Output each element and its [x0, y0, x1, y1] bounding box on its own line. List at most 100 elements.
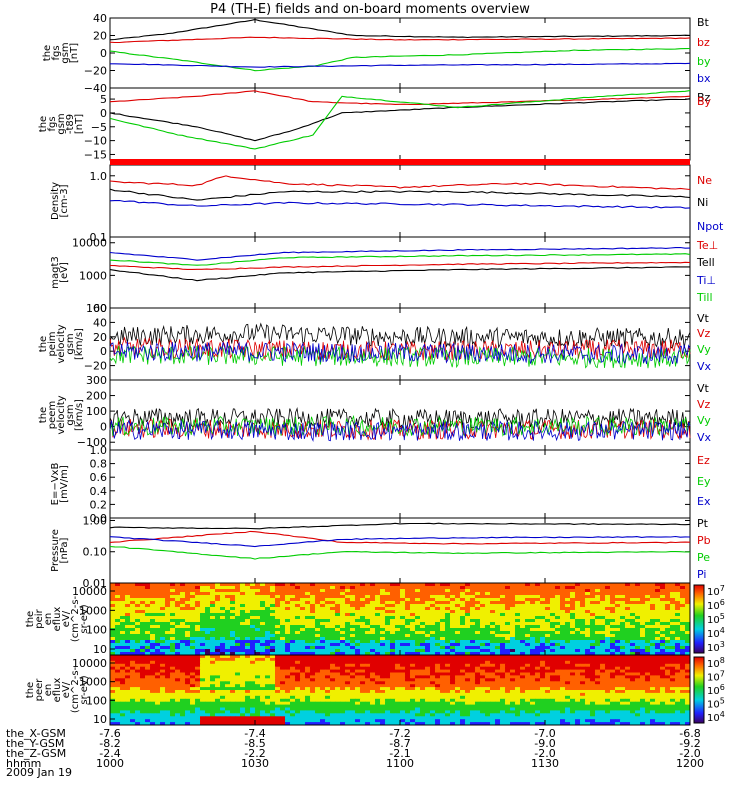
- y-axis-label: the: [38, 336, 49, 352]
- heatmap-cell: [410, 692, 416, 697]
- heatmap-cell: [355, 586, 361, 590]
- heatmap-cell: [480, 684, 486, 688]
- heatmap-cell: [420, 622, 426, 626]
- heatmap-cell: [180, 604, 186, 608]
- heatmap-cell: [545, 681, 551, 685]
- heatmap-cell: [585, 601, 591, 605]
- heatmap-cell: [285, 681, 291, 685]
- heatmap-cell: [685, 622, 691, 626]
- heatmap-cell: [190, 649, 196, 653]
- heatmap-cell: [480, 613, 486, 617]
- heatmap-cell: [510, 657, 516, 662]
- heatmap-cell: [135, 613, 141, 617]
- heatmap-cell: [140, 583, 146, 587]
- heatmap-cell: [375, 634, 381, 638]
- heatmap-cell: [400, 695, 406, 700]
- heatmap-cell: [575, 663, 581, 668]
- heatmap-cell: [440, 583, 446, 587]
- heatmap-cell: [190, 583, 196, 587]
- heatmap-cell: [650, 663, 656, 668]
- heatmap-cell: [675, 631, 681, 635]
- heatmap-cell: [360, 681, 366, 685]
- heatmap-cell: [465, 610, 471, 614]
- heatmap-cell: [550, 598, 556, 602]
- heatmap-cell: [430, 678, 436, 682]
- heatmap-cell: [310, 640, 316, 644]
- heatmap-cell: [415, 607, 421, 611]
- heatmap-cell: [410, 607, 416, 611]
- heatmap-cell: [445, 589, 451, 593]
- heatmap-cell: [555, 601, 561, 605]
- heatmap-cell: [315, 672, 321, 676]
- heatmap-cell: [140, 628, 146, 632]
- heatmap-cell: [235, 598, 241, 602]
- heatmap-cell: [205, 598, 211, 602]
- heatmap-cell: [530, 655, 536, 659]
- heatmap-cell: [435, 640, 441, 644]
- heatmap-cell: [680, 669, 686, 673]
- heatmap-cell: [420, 604, 426, 608]
- heatmap-cell: [645, 692, 651, 697]
- heatmap-cell: [325, 655, 331, 659]
- heatmap-cell: [410, 604, 416, 608]
- heatmap-cell: [180, 660, 186, 665]
- heatmap-cell: [615, 669, 621, 673]
- heatmap-cell: [270, 663, 276, 668]
- heatmap-cell: [230, 640, 236, 644]
- heatmap-cell: [310, 625, 316, 629]
- heatmap-cell: [325, 672, 331, 676]
- heatmap-cell: [345, 607, 351, 611]
- heatmap-cell: [685, 695, 691, 700]
- heatmap-cell: [585, 616, 591, 620]
- legend-ez: Ez: [697, 454, 710, 467]
- heatmap-cell: [215, 675, 221, 679]
- heatmap-cell: [340, 613, 346, 617]
- heatmap-cell: [185, 619, 191, 623]
- heatmap-cell: [420, 610, 426, 614]
- heatmap-cell: [195, 643, 201, 647]
- heatmap-cell: [440, 586, 446, 590]
- heatmap-cell: [660, 692, 666, 697]
- heatmap-cell: [290, 681, 296, 685]
- heatmap-cell: [540, 678, 546, 682]
- heatmap-cell: [530, 586, 536, 590]
- heatmap-cell: [510, 681, 516, 685]
- heatmap-cell: [575, 690, 581, 694]
- heatmap-cell: [380, 690, 386, 694]
- heatmap-cell: [445, 619, 451, 623]
- heatmap-cell: [280, 628, 286, 632]
- legend-vx: Vx: [697, 431, 712, 444]
- heatmap-cell: [420, 663, 426, 668]
- heatmap-cell: [460, 643, 466, 647]
- heatmap-cell: [600, 604, 606, 608]
- heatmap-cell: [475, 640, 481, 644]
- heatmap-cell: [635, 690, 641, 694]
- heatmap-cell: [585, 687, 591, 691]
- heatmap-cell: [515, 628, 521, 632]
- heatmap-cell: [340, 634, 346, 638]
- heatmap-cell: [155, 690, 161, 694]
- heatmap-cell: [480, 646, 486, 650]
- heatmap-cell: [240, 655, 246, 659]
- heatmap-cell: [370, 652, 376, 656]
- heatmap-cell: [160, 640, 166, 644]
- heatmap-cell: [685, 613, 691, 617]
- heatmap-cell: [360, 586, 366, 590]
- heatmap-cell: [495, 695, 501, 700]
- heatmap-cell: [165, 610, 171, 614]
- heatmap-cell: [525, 655, 531, 659]
- heatmap-cell: [620, 598, 626, 602]
- heatmap-cell: [175, 701, 181, 706]
- heatmap-cell: [320, 698, 326, 703]
- heatmap-cell: [405, 628, 411, 632]
- heatmap-cell: [185, 684, 191, 688]
- heatmap-cell: [660, 690, 666, 694]
- legend-vy: Vy: [697, 414, 711, 427]
- y-axis-label: the: [42, 45, 53, 61]
- y-tick-label: 0.8: [90, 458, 108, 471]
- heatmap-cell: [185, 598, 191, 602]
- heatmap-cell: [215, 669, 221, 673]
- heatmap-cell: [280, 681, 286, 685]
- heatmap-cell: [660, 613, 666, 617]
- heatmap-cell: [495, 622, 501, 626]
